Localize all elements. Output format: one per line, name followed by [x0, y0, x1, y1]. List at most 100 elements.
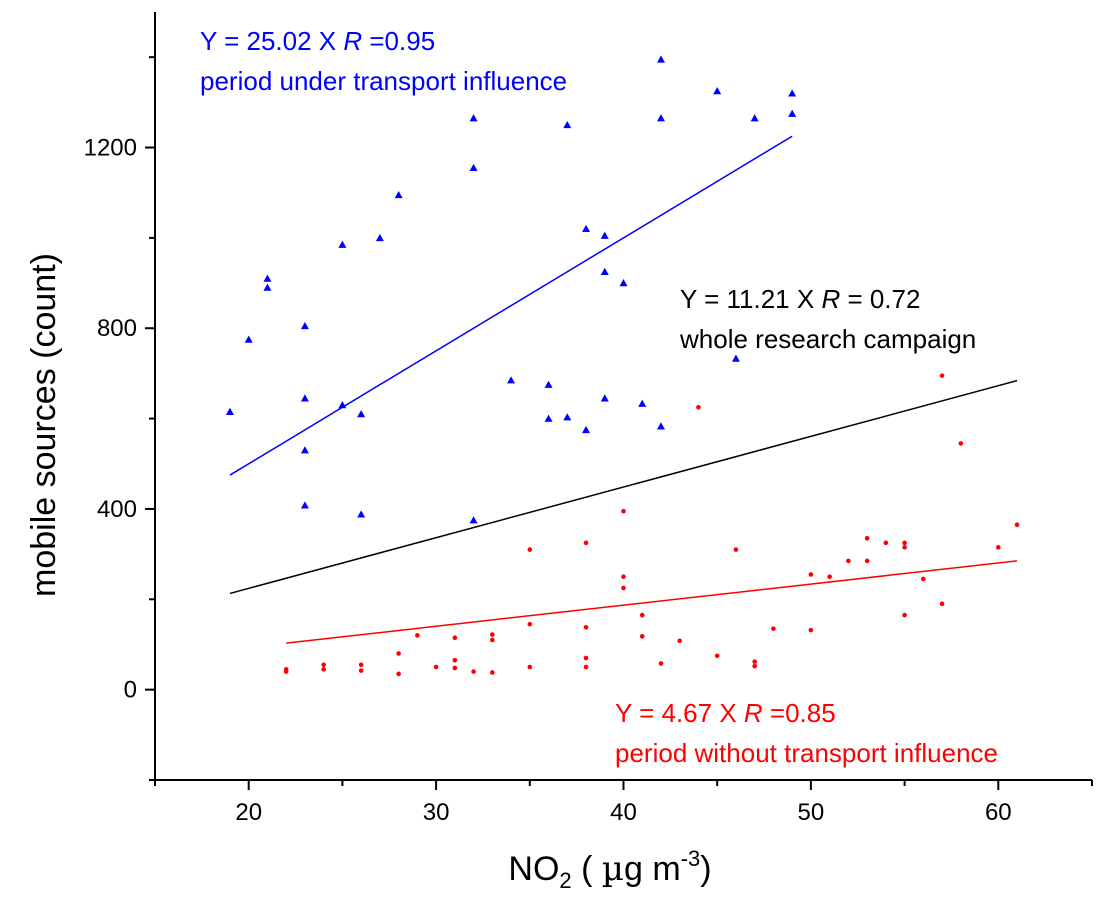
black-equation-text: Y = 11.21 X: [680, 284, 821, 314]
red-dot-point: [321, 667, 326, 672]
red-dot-point: [471, 669, 476, 674]
blue-triangle-point: [338, 240, 347, 248]
blue-triangle-point: [375, 233, 384, 242]
blue-triangle-point: [300, 321, 309, 330]
blue-triangle-point: [357, 510, 366, 518]
red-dot-point: [527, 547, 533, 552]
red-equation-text: Y = 4.67 X: [615, 698, 744, 728]
data-markers: [225, 55, 1020, 677]
red-dot-point: [733, 547, 739, 552]
blue-triangle-point: [600, 231, 609, 239]
x-axis-title-mu: µ: [602, 849, 624, 889]
blue-equation-r-value: =0.95: [362, 26, 435, 56]
red-dot-point: [864, 558, 870, 564]
red-dot-point: [490, 632, 495, 637]
red-dot-point: [621, 585, 626, 591]
red-dot-point: [958, 441, 964, 446]
x-tick-label: 40: [610, 799, 637, 826]
black-equation-r-value: = 0.72: [840, 284, 920, 314]
red-dot-point: [639, 634, 645, 639]
blue-triangle-point: [544, 380, 553, 388]
red-dot-point: [415, 633, 420, 638]
red-dot-point: [996, 545, 1001, 550]
black-equation: Y = 11.21 X R = 0.72: [680, 284, 920, 314]
blue-triangle-point: [357, 410, 366, 418]
red-dot-point: [827, 574, 832, 580]
blue-triangle-point: [713, 87, 722, 95]
red-dot-point: [358, 662, 364, 668]
blue-triangle-point: [507, 376, 516, 384]
blue-triangle-point: [338, 401, 347, 409]
red-description: period without transport influence: [615, 738, 998, 768]
blue-triangle-point: [544, 414, 553, 422]
red-dot-point: [902, 540, 907, 546]
y-tick-label: 800: [97, 315, 137, 342]
blue-triangle-point: [750, 114, 759, 122]
red-dot-point: [452, 657, 458, 663]
red-dot-point: [583, 625, 589, 630]
blue-equation: Y = 25.02 X R =0.95: [200, 26, 435, 56]
y-tick-label: 0: [124, 677, 137, 704]
blue-triangle-point: [300, 501, 309, 509]
x-axis-title: NO2 ( µg m-3): [508, 846, 711, 893]
blue-triangle-point: [225, 407, 234, 416]
red-dot-point: [452, 665, 458, 671]
black-description: whole research campaign: [679, 324, 976, 354]
red-dot-point: [621, 574, 626, 580]
tick-labels: 20 30 40 50 60 0 400 800 1200: [84, 135, 1012, 826]
blue-description: period under transport influence: [200, 66, 567, 96]
blue-equation-r: R: [343, 26, 362, 56]
x-axis-title-superscript: -3: [681, 846, 701, 871]
red-dot-point: [621, 508, 626, 514]
x-tick-label: 30: [423, 799, 450, 826]
red-dot-point: [433, 664, 439, 670]
red-dot-point: [939, 373, 945, 378]
blue-triangle-point: [300, 394, 309, 402]
blue-triangle-point: [394, 190, 403, 199]
red-dot-point: [752, 663, 757, 669]
red-equation: Y = 4.67 X R =0.85: [615, 698, 836, 728]
red-dot-point: [883, 540, 889, 546]
blue-triangle-point: [656, 422, 665, 430]
axes: [145, 12, 1093, 790]
x-axis-title-unit: g m: [624, 850, 681, 888]
blue-equation-text: Y = 25.02 X: [200, 26, 343, 56]
red-dot-point: [639, 612, 645, 618]
red-equation-r-value: =0.85: [763, 698, 836, 728]
blue-triangle-point: [469, 114, 478, 122]
fit-lines: [229, 135, 1018, 644]
blue-fit-line: [229, 135, 793, 476]
black-equation-r: R: [821, 284, 840, 314]
blue-triangle-point: [638, 399, 647, 407]
red-dot-point: [864, 536, 870, 541]
blue-triangle-point: [731, 354, 740, 362]
red-equation-r: R: [744, 698, 763, 728]
x-tick-label: 50: [798, 799, 825, 826]
red-dot-point: [583, 655, 589, 661]
blue-triangle-point: [563, 413, 572, 421]
red-dot-point: [452, 635, 458, 640]
red-dot-point: [714, 653, 720, 659]
red-dot-point: [939, 601, 945, 607]
blue-triangle-point: [600, 394, 609, 402]
red-dot-point: [752, 659, 757, 664]
y-tick-label: 1200: [84, 135, 137, 162]
blue-triangle-point: [619, 279, 628, 287]
red-dot-point: [902, 612, 907, 618]
red-dot-point: [583, 540, 589, 546]
red-dot-point: [808, 572, 814, 577]
x-axis-title-subscript: 2: [559, 868, 571, 893]
blue-triangle-point: [263, 274, 272, 282]
red-fit-line: [286, 560, 1018, 644]
blue-triangle-point: [244, 335, 253, 343]
red-dot-point: [696, 404, 701, 410]
blue-triangle-point: [563, 120, 572, 129]
red-dot-point: [808, 627, 814, 633]
red-dot-point: [490, 637, 495, 643]
x-axis-title-main: NO: [508, 850, 559, 888]
x-axis-title-close: ): [700, 850, 711, 888]
red-dot-point: [771, 626, 776, 631]
red-dot-point: [677, 638, 683, 644]
red-dot-point: [396, 651, 401, 656]
x-tick-label: 20: [235, 799, 262, 826]
